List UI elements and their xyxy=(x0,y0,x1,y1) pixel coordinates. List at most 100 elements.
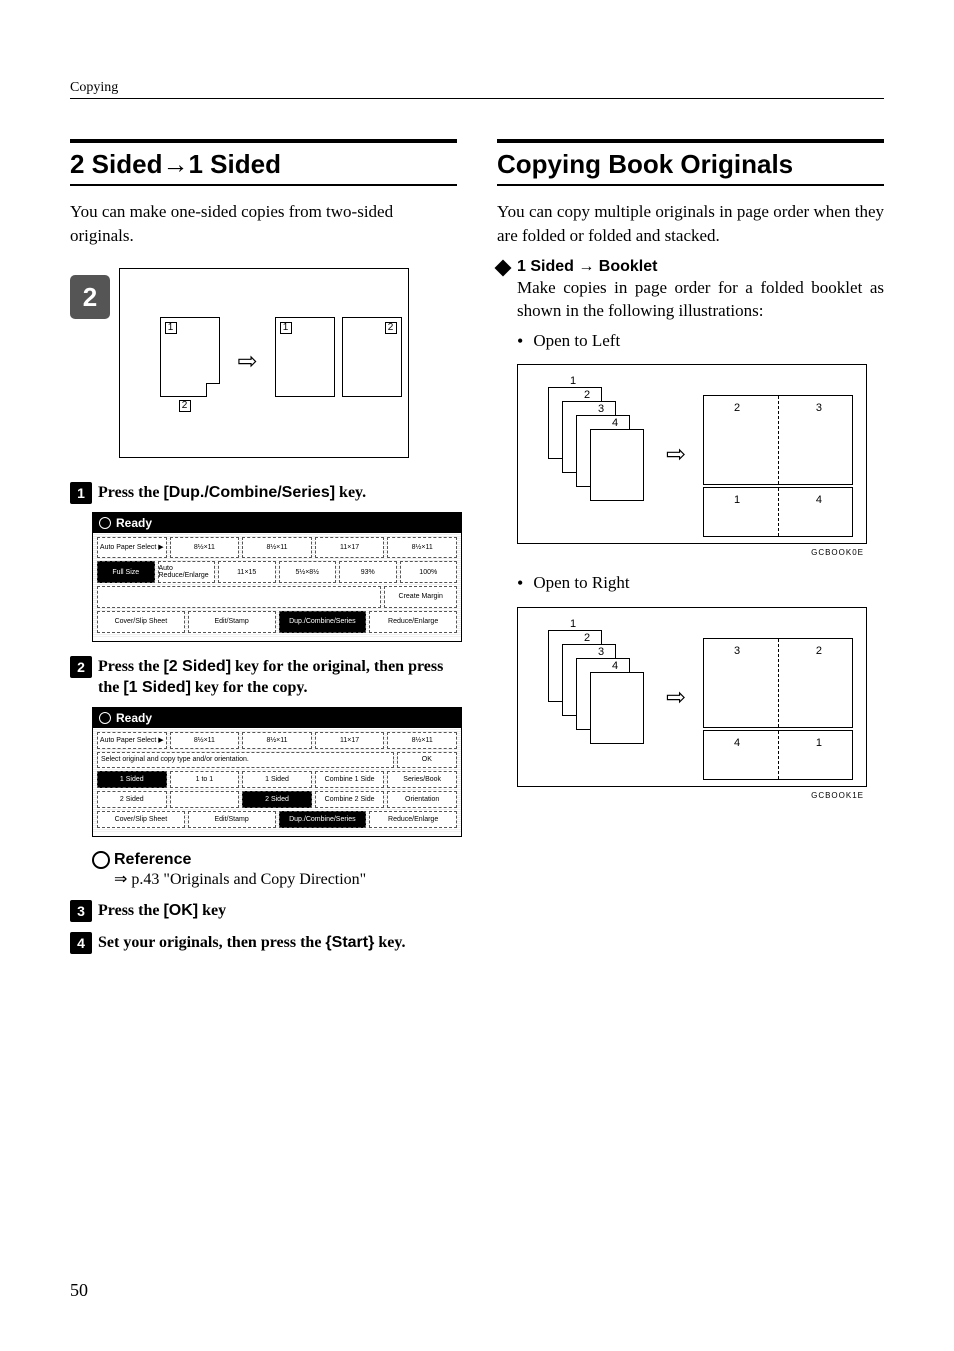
step-1-pre: Press the xyxy=(98,484,163,501)
lcd1-cell: Cover/Slip Sheet xyxy=(97,611,185,633)
reference-body: ⇒ p.43 "Originals and Copy Direction" xyxy=(114,869,457,891)
step-number-2: 2 xyxy=(70,656,92,678)
diamond-icon xyxy=(495,259,512,276)
fig-out-b-num: 2 xyxy=(385,322,397,334)
lcd-screenshot-1: Ready Auto Paper Select ▶ 8½×11 8½×11 11… xyxy=(92,512,462,642)
reference-heading: Reference xyxy=(92,851,457,869)
lcd2-cell: Combine 2 Side xyxy=(315,791,385,808)
bullet-text: Open to Left xyxy=(533,329,620,354)
lcd2-cell: Series/Book xyxy=(387,771,457,788)
lcd2-cell: 8½×11 xyxy=(387,732,457,749)
step-4: 4 Set your originals, then press the {St… xyxy=(70,932,457,954)
lcd2-cell: 2 Sided xyxy=(242,791,312,808)
intro-text-right: You can copy multiple originals in page … xyxy=(497,200,884,248)
lcd2-cell: Combine 1 Side xyxy=(315,771,385,788)
lcd2-cell: Select original and copy type and/or ori… xyxy=(97,752,394,769)
step-1-ui-key: [Dup./Combine/Series] xyxy=(163,484,335,501)
section-title-2sided-1sided: 2 Sided→1 Sided xyxy=(70,139,457,186)
stack-num: 4 xyxy=(612,660,618,672)
book-page-num: 3 xyxy=(816,402,822,414)
intro-text: You can make one-sided copies from two-s… xyxy=(70,200,457,248)
lcd2-cell: Auto Paper Select ▶ xyxy=(97,732,167,749)
stack-num: 1 xyxy=(570,375,576,387)
stack-num: 1 xyxy=(570,618,576,630)
stack-num: 3 xyxy=(598,646,604,658)
arrow-icon: ⇨ xyxy=(666,440,686,469)
step-4-ui-key: {Start} xyxy=(325,934,374,951)
step-2-pre: Press the xyxy=(98,658,163,675)
lcd-ready-2: Ready xyxy=(93,708,461,728)
bullet-open-left: Open to Left xyxy=(517,329,884,354)
step-4-pre: Set your originals, then press the xyxy=(98,934,325,951)
lcd1-cell: 8½×11 xyxy=(170,537,240,559)
lcd1-cell: Edit/Stamp xyxy=(188,611,276,633)
lcd1-cell: Reduce/Enlarge xyxy=(369,611,457,633)
chapter-header: Copying xyxy=(70,80,884,99)
lcd2-cell: 8½×11 xyxy=(170,732,240,749)
lcd1-cell: Full Size xyxy=(97,561,155,583)
step-1: 1 Press the [Dup./Combine/Series] key. xyxy=(70,482,457,504)
lcd1-cell: 5½×8½ xyxy=(279,561,337,583)
lcd2-cell: 8½×11 xyxy=(242,732,312,749)
lcd2-cell: 11×17 xyxy=(315,732,385,749)
lcd1-cell: 11×15 xyxy=(218,561,276,583)
stack-num: 4 xyxy=(612,417,618,429)
page-number: 50 xyxy=(70,1280,88,1301)
lcd1-cell: Auto Reduce/Enlarge xyxy=(158,561,216,583)
lcd2-cell: Edit/Stamp xyxy=(188,811,276,828)
lcd1-cell: 8½×11 xyxy=(387,537,457,559)
lcd2-cell: Reduce/Enlarge xyxy=(369,811,457,828)
bullet-open-right: Open to Right xyxy=(517,571,884,596)
book-page-num: 3 xyxy=(734,645,740,657)
step-number-3: 3 xyxy=(70,900,92,922)
subsection-1sided-booklet: 1 Sided → Booklet xyxy=(497,258,884,276)
lcd1-cell: Create Margin xyxy=(384,586,457,608)
step-2: 2 Press the [2 Sided] key for the origin… xyxy=(70,656,457,699)
left-column: 2 Sided→1 Sided You can make one-sided c… xyxy=(70,139,457,962)
fig-out-a-num: 1 xyxy=(280,322,292,334)
step-2-post: key for the copy. xyxy=(191,679,308,696)
book-page-num: 1 xyxy=(816,737,822,749)
fig-src-front-num: 1 xyxy=(165,322,177,334)
fig-src-back-num: 2 xyxy=(179,400,191,412)
book-page-num: 4 xyxy=(734,737,740,749)
book-page-num: 1 xyxy=(734,494,740,506)
lcd2-cell: 1 Sided xyxy=(97,771,167,788)
step-3-post: key xyxy=(198,902,226,919)
diagram-open-left: 1 2 3 4 ⇨ 2 3 1 4 xyxy=(517,364,867,544)
lcd-ready-1: Ready xyxy=(93,513,461,533)
arrow-icon: ⇨ xyxy=(666,683,686,712)
subsection-body: Make copies in page order for a folded b… xyxy=(517,276,884,324)
step-number-1: 1 xyxy=(70,482,92,504)
bullet-text: Open to Right xyxy=(533,571,629,596)
lcd1-cell: 93% xyxy=(339,561,397,583)
lcd2-cell: Cover/Slip Sheet xyxy=(97,811,185,828)
lcd1-cell: Auto Paper Select ▶ xyxy=(97,537,167,559)
lcd2-cell xyxy=(170,791,240,808)
two-column-layout: 2 Sided→1 Sided You can make one-sided c… xyxy=(70,139,884,962)
lcd1-cell: 11×17 xyxy=(315,537,385,559)
chapter-tab: 2 xyxy=(70,275,110,319)
step-3: 3 Press the [OK] key xyxy=(70,900,457,922)
stack-num: 2 xyxy=(584,389,590,401)
stack-num: 3 xyxy=(598,403,604,415)
step-3-ui-key: [OK] xyxy=(163,902,198,919)
lcd2-cell: Dup./Combine/Series xyxy=(279,811,367,828)
step-2-ui-key-1: [2 Sided] xyxy=(163,658,231,675)
step-4-post: key. xyxy=(374,934,405,951)
diagram-open-right: 1 2 3 4 ⇨ 3 2 4 1 xyxy=(517,607,867,787)
right-column: Copying Book Originals You can copy mult… xyxy=(497,139,884,962)
lcd2-cell: 1 to 1 xyxy=(170,771,240,788)
book-page-num: 4 xyxy=(816,494,822,506)
lcd2-cell: Orientation xyxy=(387,791,457,808)
diagram-caption-right: GCBOOK1E xyxy=(497,791,864,800)
lcd2-cell: 2 Sided xyxy=(97,791,167,808)
step-3-pre: Press the xyxy=(98,902,163,919)
step-number-4: 4 xyxy=(70,932,92,954)
lcd1-cell: 8½×11 xyxy=(242,537,312,559)
step-1-post: key. xyxy=(335,484,366,501)
subsection-label: 1 Sided → Booklet xyxy=(517,258,657,276)
lcd1-cell: Dup./Combine/Series xyxy=(279,611,367,633)
step-2-ui-key-2: [1 Sided] xyxy=(123,679,191,696)
book-page-num: 2 xyxy=(816,645,822,657)
